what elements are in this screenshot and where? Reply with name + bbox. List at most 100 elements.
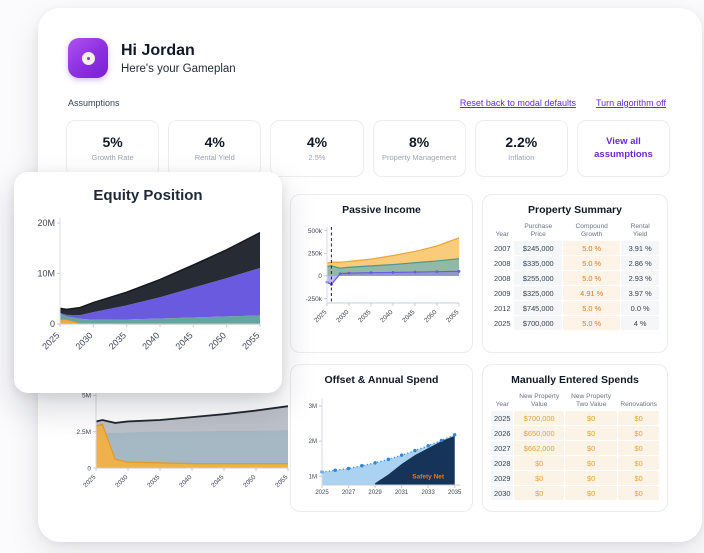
assumption-value: 2.2%: [505, 134, 538, 151]
svg-text:2025: 2025: [313, 309, 328, 324]
svg-text:5M: 5M: [82, 393, 91, 400]
table-cell: 2008: [494, 258, 511, 268]
table-cell: 3.97 %: [621, 286, 659, 301]
table-cell: 2029: [491, 471, 514, 486]
assumption-value: 4%: [204, 134, 225, 151]
property-summary-card: Property Summary Year Purchase Price Compo…: [482, 194, 668, 353]
table-row: 2026 $650,000 $0 $0: [491, 426, 659, 441]
subtitle: Here's your Gameplan: [121, 62, 236, 75]
table-row: 2030 $0 $0 $0: [491, 486, 659, 501]
assumption-card-third: 4% 2.5%: [270, 120, 364, 177]
svg-text:2035: 2035: [357, 309, 372, 324]
svg-text:-250k: -250k: [306, 296, 323, 303]
svg-text:2025: 2025: [315, 490, 329, 496]
table-cell: 5.0 %: [563, 301, 621, 316]
equity-position-chart: 0 10M 20M 2025 2030 2035 2040 2045 2050 2055: [24, 208, 282, 377]
table-cell: 2028: [491, 456, 514, 471]
table-cell: 2.86 %: [621, 256, 659, 271]
table-row: 2025 $700,000 $0 $0: [491, 411, 659, 426]
table-row: 2012 $745,000 5.0 % 0.0 %: [491, 301, 659, 316]
table-cell: 2026: [491, 426, 514, 441]
table-cell: $335,000: [514, 256, 563, 271]
column-header: Year: [495, 231, 509, 239]
svg-text:3M: 3M: [309, 404, 317, 410]
manual-spends-card: Manually Entered Spends Year New Property…: [482, 364, 668, 512]
assumption-card-inflation: 2.2% Inflation: [474, 120, 568, 177]
assumption-label: 2.5%: [308, 153, 326, 163]
table-cell: $255,000: [514, 271, 563, 286]
table-row: 2009 $325,000 4.91 % 3.97 %: [491, 286, 659, 301]
equity-position-title: Equity Position: [93, 187, 203, 204]
svg-text:2050: 2050: [242, 474, 257, 489]
svg-text:2055: 2055: [445, 309, 460, 324]
table-cell: $700,000: [514, 316, 563, 331]
table-row: 2029 $0 $0 $0: [491, 471, 659, 486]
svg-text:500k: 500k: [308, 228, 323, 235]
table-cell: 2009: [494, 288, 511, 298]
svg-text:0: 0: [50, 319, 55, 329]
assumption-value: 8%: [408, 134, 430, 151]
svg-text:2055: 2055: [274, 474, 289, 489]
table-cell: 2025: [491, 411, 514, 426]
passive-income-title: Passive Income: [342, 204, 421, 216]
manual-spends-title: Manually Entered Spends: [511, 374, 639, 386]
assumption-label: Rental Yield: [194, 153, 235, 163]
svg-text:2030: 2030: [114, 474, 129, 489]
svg-text:2045: 2045: [401, 309, 416, 324]
svg-text:2033: 2033: [421, 490, 435, 496]
turn-algorithm-off-link[interactable]: Turn algorithm off: [595, 98, 666, 108]
svg-text:2045: 2045: [210, 474, 225, 489]
table-cell: $700,000: [514, 411, 564, 426]
column-header: Year: [495, 401, 509, 409]
table-cell: $0: [618, 426, 659, 441]
table-cell: $0: [514, 456, 564, 471]
table-row: 2028 $0 $0 $0: [491, 456, 659, 471]
svg-text:2025: 2025: [82, 474, 97, 489]
property-summary-title: Property Summary: [528, 204, 622, 216]
table-cell: 5.0 %: [563, 241, 621, 256]
reset-defaults-link[interactable]: Reset back to modal defaults: [459, 98, 576, 108]
svg-text:2031: 2031: [395, 490, 409, 496]
table-row: 2027 $662,000 $0 $0: [491, 441, 659, 456]
svg-text:0: 0: [318, 273, 322, 280]
column-header: Renovations: [620, 401, 657, 409]
assumption-cards-row: 5% Growth Rate 4% Rental Yield 4% 2.5% 8…: [66, 120, 671, 177]
table-cell: 2030: [491, 486, 514, 501]
table-cell: $0: [618, 471, 659, 486]
svg-text:1M: 1M: [309, 474, 317, 480]
table-cell: $0: [564, 441, 618, 456]
svg-text:Safety Net: Safety Net: [412, 474, 445, 481]
table-cell: $0: [618, 456, 659, 471]
svg-text:0: 0: [87, 465, 91, 472]
svg-text:2035: 2035: [146, 474, 161, 489]
table-cell: $0: [618, 411, 659, 426]
table-cell: $245,000: [514, 241, 563, 256]
column-header: New Property Value: [519, 393, 560, 409]
column-header: Purchase Price: [524, 223, 553, 239]
table-row: 2025 $700,000 5.0 % 4 %: [491, 316, 659, 331]
assumption-card-rental-yield: 4% Rental Yield: [168, 120, 262, 177]
view-all-assumptions-button[interactable]: View all assumptions: [576, 120, 671, 177]
table-row: 2008 $335,000 5.0 % 2.86 %: [491, 256, 659, 271]
svg-text:2035: 2035: [107, 330, 128, 351]
table-cell: 2025: [494, 318, 511, 328]
assumptions-links: Reset back to modal defaults Turn algori…: [460, 98, 666, 108]
svg-text:2030: 2030: [74, 330, 95, 351]
table-cell: $662,000: [514, 441, 564, 456]
svg-text:2029: 2029: [368, 490, 382, 496]
svg-text:2055: 2055: [240, 330, 261, 351]
table-cell: 5.0 %: [563, 256, 621, 271]
assumption-card-growth-rate: 5% Growth Rate: [66, 120, 160, 177]
greeting: Hi Jordan: [121, 41, 195, 59]
assumption-value: 5%: [102, 134, 123, 151]
offset-annual-spend-chart: 1M 2M 3M 2025 2027 2029 2031 2033 2035 Safety Net: [296, 389, 472, 508]
column-header: Compound Growth: [575, 223, 608, 239]
assumptions-label: Assumptions: [68, 98, 120, 108]
header-text: Hi Jordan Here's your Gameplan: [121, 42, 236, 75]
view-all-assumptions-label: View all assumptions: [594, 135, 653, 160]
svg-text:10M: 10M: [37, 269, 55, 279]
table-row: 2007 $245,000 5.0 % 3.91 %: [491, 241, 659, 256]
svg-text:2040: 2040: [140, 330, 161, 351]
table-cell: 4.91 %: [563, 286, 621, 301]
svg-text:2050: 2050: [423, 309, 438, 324]
